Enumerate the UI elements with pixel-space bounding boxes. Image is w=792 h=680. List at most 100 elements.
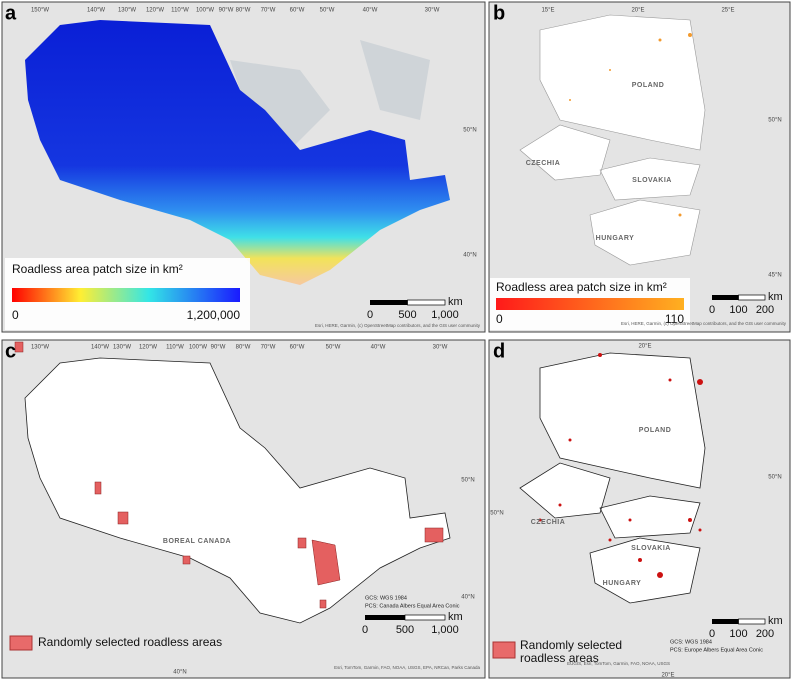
scale-bar [712,619,739,624]
scale-tick: 0 [709,304,715,316]
country-label: HUNGARY [596,235,635,242]
panel-label: a [5,2,17,24]
scale-bar [370,300,408,305]
graticule-label: 40°N [461,595,474,601]
country-label: SLOVAKIA [631,545,671,552]
patches [569,33,692,217]
countries [519,14,706,266]
scale-bar [712,295,739,300]
graticule-label: 70°W [261,345,276,351]
graticule-label: 90°W [211,345,226,351]
scale-tick: 100 [729,304,747,316]
graticule-label: 40°N [173,670,186,676]
country-label: POLAND [632,82,665,89]
scale-tick: 500 [398,309,416,321]
scale-tick: 0 [709,628,715,640]
legend-max: 110 [665,312,684,326]
scale-tick: 0 [362,624,368,636]
legend-text: Randomly selected roadless areas [38,635,222,649]
graticule-label: 45°N [768,273,781,279]
scale-unit: km [768,615,783,627]
countries [519,352,706,604]
panel-c [1,339,486,679]
graticule-label: 50°N [490,511,503,517]
graticule-label: 130°W [118,8,136,14]
scale-tick: 200 [756,628,774,640]
graticule-label: 50°W [320,8,335,14]
graticule-label: 110°W [166,345,184,351]
country-label: POLAND [639,427,672,434]
graticule-label: 100°W [189,345,207,351]
panel-label: c [5,340,16,362]
projection-note: PCS: Canada Albers Equal Area Conic [365,603,460,609]
credits: Esri, HERE, Garmin, (c) OpenStreetMap co… [621,321,787,326]
credits: Esri, HERE, Garmin, (c) OpenStreetMap co… [315,323,481,328]
scale-tick: 0 [367,309,373,321]
scale-bar [404,614,446,621]
graticule-label: 60°W [290,345,305,351]
graticule-label: 100°W [196,8,214,14]
graticule-label: 20°E [661,673,674,679]
country-label: CZECHIA [526,160,561,167]
graticule-label: 120°W [146,8,164,14]
panel-label: d [493,340,505,362]
graticule-label: 50°N [768,475,781,481]
country-label: CZECHIA [531,519,566,526]
graticule-label: 50°W [326,345,341,351]
legend-title: Roadless area patch size in km² [496,280,667,294]
projection-note: GCS: WGS 1984 [365,595,407,601]
graticule-label: 60°W [290,8,305,14]
panel-b [488,1,791,333]
scale-tick: 1,000 [431,624,459,636]
graticule-label: 50°N [461,478,474,484]
scale-unit: km [448,296,463,308]
color-ramp [12,288,240,302]
legend-min: 0 [496,312,503,326]
legend-text: Randomly selected [520,638,622,652]
graticule-label: 20°E [638,344,651,350]
graticule-label: 140°W [87,8,105,14]
graticule-label: 80°W [236,8,251,14]
scale-tick: 200 [756,304,774,316]
roadless-areas [25,20,450,285]
credits: EUGIS, Esri, TomTom, Garmin, FAO, NOAA, … [567,661,670,666]
graticule-label: 120°W [139,345,157,351]
legend-swatch [492,641,516,659]
country-label: HUNGARY [603,580,642,587]
graticule-label: 130°W [31,345,49,351]
graticule-label: 70°W [261,8,276,14]
scale-unit: km [448,611,463,623]
country-label: SLOVAKIA [632,177,672,184]
graticule-label: 15°E [541,8,554,14]
graticule-label: 50°N [463,128,476,134]
graticule-label: 30°W [433,345,448,351]
graticule-label: 30°W [425,8,440,14]
scale-bar [738,618,766,625]
scale-tick: 1,000 [431,309,459,321]
scale-bar [407,299,446,306]
legend-text: roadless areas [520,651,599,665]
legend-title: Roadless area patch size in km² [12,262,183,276]
legend-swatch [9,635,33,651]
panel-label: b [493,2,505,24]
graticule-label: 110°W [171,8,189,14]
color-ramp [496,298,684,310]
scale-unit: km [768,291,783,303]
projection-note: PCS: Europe Albers Equal Area Conic [670,647,763,653]
scale-bar [365,615,405,620]
graticule-label: 20°E [631,8,644,14]
scale-tick: 500 [396,624,414,636]
region-label: BOREAL CANADA [163,538,231,545]
graticule-label: 130°W [113,345,131,351]
graticule-label: 50°N [768,118,781,124]
graticule-label: 40°W [363,8,378,14]
graticule-label: 40°W [371,345,386,351]
graticule-label: 80°W [236,345,251,351]
legend-max: 1,200,000 [187,308,241,322]
scale-tick: 100 [729,628,747,640]
credits: Esri, TomTom, Garmin, FAO, NOAA, USGS, E… [334,665,480,670]
selected-areas [538,353,703,578]
graticule-label: 150°W [31,8,49,14]
water [230,40,430,150]
